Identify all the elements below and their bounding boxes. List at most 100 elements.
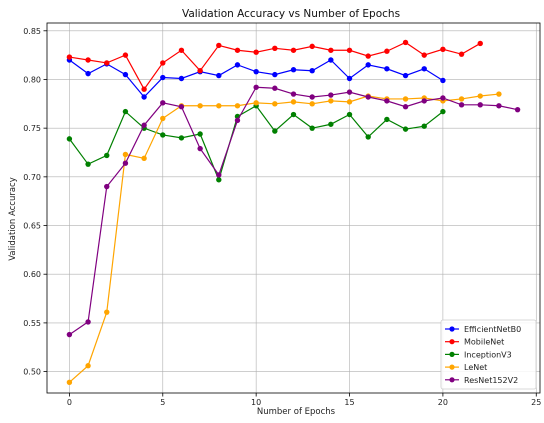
legend-marker xyxy=(449,326,455,332)
data-point-mobilenet xyxy=(458,51,465,57)
x-tick-label: 10 xyxy=(251,398,261,407)
data-point-resnet152v2 xyxy=(272,85,278,91)
data-point-inceptionv3 xyxy=(104,152,110,159)
data-point-efficientnetb0 xyxy=(365,62,371,68)
data-point-inceptionv3 xyxy=(122,108,129,115)
data-point-resnet152v2 xyxy=(290,91,297,97)
data-point-resnet152v2 xyxy=(440,95,446,101)
data-point-lenet xyxy=(496,91,502,97)
data-point-lenet xyxy=(104,309,110,315)
data-point-inceptionv3 xyxy=(216,177,222,183)
data-point-lenet xyxy=(160,115,166,122)
data-point-lenet xyxy=(346,99,353,105)
data-point-mobilenet xyxy=(122,52,129,58)
data-point-inceptionv3 xyxy=(365,134,371,140)
data-point-lenet xyxy=(234,103,241,109)
data-point-inceptionv3 xyxy=(384,116,390,123)
data-point-resnet152v2 xyxy=(328,92,334,98)
legend-label: EfficientNetB0 xyxy=(464,325,521,334)
data-point-resnet152v2 xyxy=(104,183,110,190)
data-point-efficientnetb0 xyxy=(85,70,91,77)
data-point-inceptionv3 xyxy=(85,161,91,167)
data-point-resnet152v2 xyxy=(346,89,353,95)
data-point-efficientnetb0 xyxy=(178,75,185,82)
legend-marker xyxy=(449,351,455,357)
data-point-efficientnetb0 xyxy=(421,66,427,72)
data-point-resnet152v2 xyxy=(384,98,390,104)
data-point-inceptionv3 xyxy=(346,111,353,118)
y-tick-label: 0.85 xyxy=(23,27,41,36)
legend-marker xyxy=(449,339,455,345)
data-point-inceptionv3 xyxy=(272,128,278,134)
data-point-mobilenet xyxy=(253,49,259,55)
data-point-mobilenet xyxy=(421,52,427,58)
data-point-lenet xyxy=(309,101,315,107)
data-point-efficientnetb0 xyxy=(234,62,241,68)
data-point-mobilenet xyxy=(346,47,353,53)
data-point-mobilenet xyxy=(309,43,315,50)
data-point-efficientnetb0 xyxy=(440,77,446,84)
x-tick-label: 0 xyxy=(67,398,72,407)
data-point-resnet152v2 xyxy=(309,94,315,100)
x-tick-label: 15 xyxy=(344,398,354,407)
data-point-mobilenet xyxy=(160,60,166,66)
x-tick-label: 20 xyxy=(438,398,448,407)
data-point-lenet xyxy=(122,151,129,158)
data-point-mobilenet xyxy=(477,40,483,47)
data-point-lenet xyxy=(328,98,334,104)
data-point-lenet xyxy=(402,96,409,102)
x-axis-title: Number of Epochs xyxy=(257,407,336,417)
data-point-lenet xyxy=(66,379,73,385)
series-line-lenet xyxy=(69,93,499,383)
data-point-resnet152v2 xyxy=(458,102,465,108)
data-point-efficientnetb0 xyxy=(384,66,390,72)
data-point-efficientnetb0 xyxy=(290,67,297,73)
data-point-lenet xyxy=(290,99,297,105)
x-tick-label: 5 xyxy=(160,398,165,407)
data-point-resnet152v2 xyxy=(66,331,73,338)
data-point-resnet152v2 xyxy=(122,160,129,166)
data-point-resnet152v2 xyxy=(216,172,222,178)
axis-ticks: 0 5 10 15 20 25 0.50 0.55 0.60 0.65 0.70 0.75 0.80 0.… xyxy=(23,27,541,407)
legend-item-resnet152v2: ResNet152V2 xyxy=(445,376,518,385)
chart-title: Validation Accuracy vs Number of Epochs xyxy=(182,8,400,20)
data-point-inceptionv3 xyxy=(440,108,446,115)
data-point-mobilenet xyxy=(234,47,241,53)
data-point-mobilenet xyxy=(272,45,278,52)
y-axis-title: Validation Accuracy xyxy=(8,177,18,260)
data-point-resnet152v2 xyxy=(365,94,371,100)
data-point-inceptionv3 xyxy=(290,111,297,118)
data-point-inceptionv3 xyxy=(328,121,334,127)
series-layer xyxy=(66,39,521,385)
data-point-lenet xyxy=(85,363,91,369)
legend-item-inceptionv3: InceptionV3 xyxy=(445,350,512,359)
legend-marker xyxy=(449,377,455,383)
data-point-resnet152v2 xyxy=(514,106,521,113)
data-point-inceptionv3 xyxy=(309,125,315,131)
data-point-efficientnetb0 xyxy=(272,71,278,78)
y-tick-label: 0.70 xyxy=(23,173,41,182)
grid-lines xyxy=(47,23,540,393)
data-point-efficientnetb0 xyxy=(309,68,315,74)
data-point-mobilenet xyxy=(402,39,409,46)
data-point-mobilenet xyxy=(197,68,203,74)
data-point-efficientnetb0 xyxy=(141,94,147,100)
data-point-mobilenet xyxy=(365,53,371,59)
data-point-efficientnetb0 xyxy=(216,72,222,79)
y-tick-label: 0.60 xyxy=(23,270,41,279)
legend-box xyxy=(440,319,537,390)
data-point-inceptionv3 xyxy=(197,131,203,137)
data-point-mobilenet xyxy=(216,42,222,49)
legend-marker xyxy=(449,364,455,370)
series-line-resnet152v2 xyxy=(69,86,518,336)
data-point-resnet152v2 xyxy=(253,84,259,90)
data-point-mobilenet xyxy=(384,48,390,54)
y-tick-label: 0.75 xyxy=(23,124,41,133)
data-point-efficientnetb0 xyxy=(346,75,353,82)
data-point-mobilenet xyxy=(440,46,446,52)
data-point-resnet152v2 xyxy=(234,117,241,124)
data-point-lenet xyxy=(272,101,278,107)
data-point-mobilenet xyxy=(85,57,91,63)
legend-label: MobileNet xyxy=(464,338,504,347)
data-point-lenet xyxy=(458,96,465,102)
